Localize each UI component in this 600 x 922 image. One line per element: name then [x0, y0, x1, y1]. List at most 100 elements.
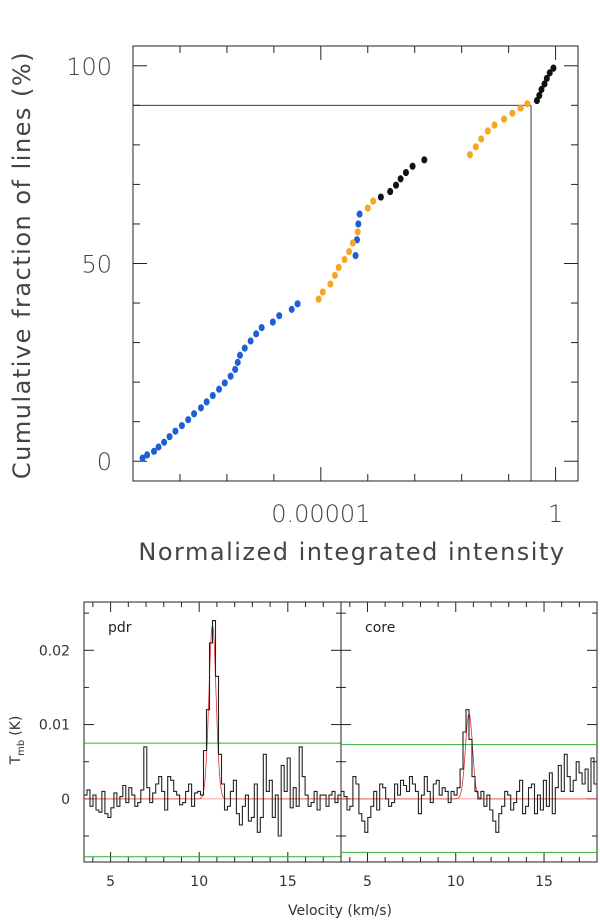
- x-tick-label: 0.00001: [271, 500, 370, 528]
- tmb-axis-unit: (K): [8, 716, 24, 736]
- data-point-orange: [364, 204, 371, 212]
- spectrum-line: [341, 709, 597, 833]
- data-point-orange: [341, 255, 348, 264]
- y-tick-label: 50: [81, 251, 112, 279]
- spectra-plots: pdr 5 10 15 core 5 10 15 0.02 0.01 0 Velocity (k…: [8, 601, 598, 919]
- data-point-blue: [216, 385, 223, 393]
- data-point-blue: [236, 351, 243, 359]
- cumulative-tick-labels: 0.00001 1 0 50 100: [66, 53, 563, 528]
- data-point-orange: [478, 135, 485, 143]
- tmb-axis-label: Tmb (K): [8, 716, 27, 766]
- cumulative-ticks: [132, 46, 578, 481]
- data-point-orange: [354, 228, 361, 236]
- tmb-axis-subscript: mb: [16, 740, 27, 756]
- y-tick-label: 0: [61, 792, 70, 808]
- x-tick-label: 15: [535, 874, 553, 890]
- x-tick-label: 1: [548, 500, 563, 528]
- data-point-black: [387, 187, 394, 196]
- y-tick-label: 100: [66, 53, 112, 81]
- data-point-orange: [335, 263, 342, 272]
- data-point-black: [546, 69, 553, 77]
- y-tick-label: 0.01: [39, 718, 70, 734]
- data-point-blue: [288, 305, 295, 313]
- data-point-blue: [356, 210, 363, 218]
- data-point-orange: [491, 121, 498, 129]
- data-point-blue: [355, 220, 362, 228]
- spectrum-panel-core: core 5 10 15: [340, 601, 598, 890]
- data-point-orange: [319, 288, 326, 296]
- series-orange: [315, 100, 531, 303]
- data-point-blue: [150, 447, 157, 455]
- data-point-orange: [472, 143, 479, 151]
- spectrum-frame: [340, 601, 598, 863]
- cumulative-plot: 0.00001 1 0 50 100 Normalized integrated int…: [8, 45, 579, 566]
- series-blue: [139, 210, 363, 462]
- data-point-orange: [331, 271, 338, 279]
- x-tick-label: 10: [190, 874, 208, 890]
- data-point-black: [538, 85, 545, 94]
- panel-label: core: [365, 620, 395, 636]
- data-point-blue: [221, 379, 228, 387]
- reference-lines: [133, 104, 532, 481]
- data-point-orange: [315, 295, 322, 303]
- data-point-blue: [144, 451, 151, 459]
- x-tick-label: 5: [363, 874, 372, 890]
- panel-label: pdr: [108, 620, 132, 636]
- data-point-blue: [234, 358, 241, 366]
- y-axis-label: Cumulative fraction of lines (%): [8, 51, 36, 479]
- data-point-blue: [178, 422, 185, 430]
- data-point-black: [550, 64, 557, 72]
- data-point-blue: [155, 443, 162, 451]
- tmb-axis-symbol: T: [8, 755, 24, 765]
- data-point-blue: [352, 251, 359, 260]
- data-point-black: [393, 181, 400, 189]
- data-point-orange: [501, 115, 508, 123]
- data-point-black: [377, 193, 384, 201]
- data-point-black: [536, 91, 543, 100]
- y-tick-label: 0.02: [39, 643, 70, 659]
- x-tick-label: 5: [106, 874, 115, 890]
- data-point-blue: [227, 372, 234, 380]
- data-point-blue: [172, 427, 179, 435]
- data-point-blue: [276, 312, 283, 320]
- x-tick-label: 10: [447, 874, 465, 890]
- data-point-orange: [517, 104, 524, 112]
- data-point-orange: [327, 280, 334, 288]
- data-point-blue: [197, 404, 204, 412]
- data-point-orange: [509, 109, 516, 117]
- data-point-black: [409, 162, 416, 170]
- svg-text:Tmb(K): Tmb (K): [8, 716, 27, 766]
- spectrum-line: [84, 620, 341, 837]
- spectra-y-tick-labels: 0.02 0.01 0: [39, 643, 70, 808]
- data-point-blue: [161, 438, 168, 446]
- data-point-black: [402, 168, 409, 177]
- data-point-blue: [241, 344, 248, 352]
- data-point-blue: [209, 391, 216, 400]
- data-point-blue: [185, 416, 192, 424]
- data-point-blue: [203, 398, 210, 406]
- y-tick-label: 0: [97, 448, 112, 476]
- data-point-blue: [166, 433, 173, 441]
- cumulative-points: [139, 64, 557, 462]
- data-point-blue: [269, 318, 276, 326]
- data-point-orange: [346, 248, 353, 256]
- spectrum-panel-pdr: pdr 5 10 15: [83, 601, 342, 890]
- velocity-axis-label: Velocity (km/s): [288, 903, 392, 919]
- data-point-orange: [524, 100, 531, 108]
- data-point-blue: [247, 337, 254, 345]
- data-point-black: [421, 156, 428, 164]
- data-point-blue: [191, 410, 198, 418]
- data-point-orange: [370, 197, 377, 205]
- data-point-blue: [139, 454, 146, 462]
- data-point-blue: [294, 300, 301, 308]
- data-point-black: [397, 175, 404, 183]
- data-point-orange: [466, 151, 473, 159]
- x-axis-label: Normalized integrated intensity: [138, 538, 565, 566]
- data-point-blue: [258, 323, 265, 332]
- data-point-orange: [349, 239, 356, 247]
- data-point-blue: [253, 330, 260, 338]
- data-point-blue: [232, 365, 239, 374]
- data-point-orange: [484, 127, 491, 135]
- data-point-black: [541, 80, 548, 88]
